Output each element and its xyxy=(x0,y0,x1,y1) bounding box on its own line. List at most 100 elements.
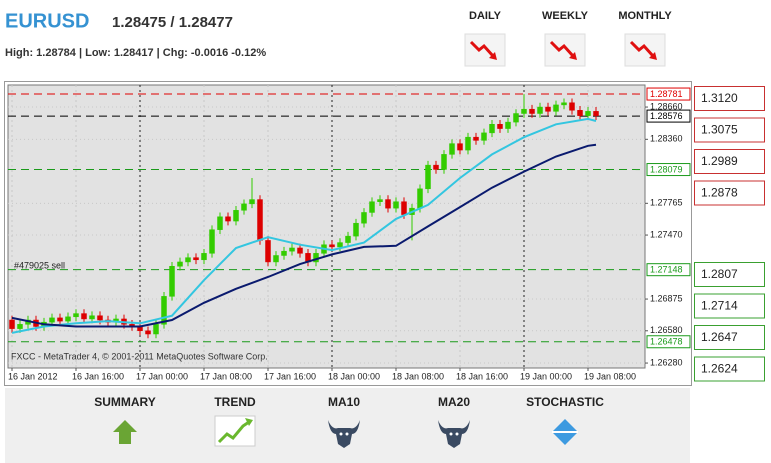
level-box xyxy=(646,163,691,177)
candle-body xyxy=(489,124,495,134)
x-tick-label: 18 Jan 08:00 xyxy=(392,371,444,381)
candle-body xyxy=(433,164,439,170)
candle-body xyxy=(401,201,407,215)
level-box xyxy=(646,263,691,277)
summary-icon xyxy=(113,420,137,444)
candle-body xyxy=(457,143,463,151)
indicators: SUMMARY TREND MA10 MA20 STOCHASTIC xyxy=(94,395,604,409)
candle-body xyxy=(9,319,15,329)
stochastic-icon xyxy=(552,419,578,445)
x-tick-label: 19 Jan 08:00 xyxy=(584,371,636,381)
candle-body xyxy=(209,229,215,254)
period-label: WEEKLY xyxy=(542,10,589,22)
y-tick-label: 1.27765 xyxy=(650,198,683,208)
support-value: 1.2647 xyxy=(701,330,738,344)
level-label: 1.28576 xyxy=(650,111,683,121)
quote: 1.28475 / 1.28477 xyxy=(112,14,233,31)
candle-body xyxy=(161,296,167,325)
candle-body xyxy=(281,250,287,256)
candle-body xyxy=(345,235,351,243)
candle-body xyxy=(497,124,503,129)
candle-body xyxy=(217,216,223,230)
candle-body xyxy=(441,154,447,170)
candle-body xyxy=(529,108,535,114)
watermark: FXCC - MetaTrader 4, © 2001-2011 MetaQuo… xyxy=(11,351,268,361)
candle-body xyxy=(505,121,511,129)
candle-body xyxy=(241,203,247,211)
candle-body xyxy=(377,199,383,202)
support-box xyxy=(694,293,765,319)
candle-body xyxy=(569,102,575,111)
bull-icon xyxy=(328,420,360,448)
candle-body xyxy=(193,257,199,261)
stats: High: 1.28784 | Low: 1.28417 | Chg: -0.0… xyxy=(5,47,266,59)
x-tick-label: 17 Jan 16:00 xyxy=(264,371,316,381)
candle-body xyxy=(185,257,191,263)
level-box xyxy=(646,87,691,101)
level-box xyxy=(646,109,691,123)
support-box xyxy=(694,356,765,382)
annotation: #479025 sell xyxy=(14,260,65,270)
x-tick-label: 18 Jan 00:00 xyxy=(328,371,380,381)
trend-icon xyxy=(214,415,256,447)
candle-body xyxy=(297,247,303,254)
candle-body xyxy=(17,324,23,329)
period-icon xyxy=(624,33,666,67)
bull-icon xyxy=(438,420,470,448)
candle-body xyxy=(553,104,559,112)
candle-body xyxy=(57,317,63,322)
candle-body xyxy=(97,315,103,321)
levels-panel: 1.3120 1.3075 1.2989 1.2878 1.2807 1.2714 1.26… xyxy=(694,86,765,382)
resistance-value: 1.2878 xyxy=(701,186,738,200)
period-label: MONTHLY xyxy=(618,10,672,22)
candle-body xyxy=(537,106,543,114)
resistance-box xyxy=(694,86,765,111)
candle-body xyxy=(249,199,255,205)
candle-body xyxy=(449,143,455,155)
candle-body xyxy=(369,201,375,213)
indicator-bar xyxy=(5,388,690,463)
candle-body xyxy=(153,324,159,335)
candle-body xyxy=(73,313,79,318)
candle-body xyxy=(513,113,519,123)
candle-body xyxy=(289,247,295,252)
candle-body xyxy=(201,253,207,261)
candle-body xyxy=(65,316,71,322)
candle-body xyxy=(265,240,271,263)
candle-body xyxy=(521,108,527,114)
level-label: 1.27148 xyxy=(650,265,683,275)
candle-body xyxy=(169,265,175,297)
indicator-label: MA20 xyxy=(438,395,470,409)
y-tick-label: 1.26875 xyxy=(650,293,683,303)
ma-line xyxy=(11,143,597,328)
candle-body xyxy=(257,199,263,241)
candle-body xyxy=(593,111,599,116)
candle-body xyxy=(385,199,391,209)
candle-body xyxy=(329,244,335,248)
x-tick-label: 17 Jan 00:00 xyxy=(136,371,188,381)
candle-body xyxy=(481,132,487,141)
candle-body xyxy=(465,136,471,151)
candle-body xyxy=(81,313,87,320)
candle-body xyxy=(145,330,151,335)
resistance-box xyxy=(694,180,765,206)
candle-body xyxy=(273,255,279,263)
period-icon xyxy=(544,33,586,67)
level-label: 1.26478 xyxy=(650,337,683,347)
level-label: 1.28079 xyxy=(650,164,683,174)
candle-body xyxy=(233,210,239,222)
candle-body xyxy=(361,212,367,224)
period-label: DAILY xyxy=(469,10,502,22)
support-box xyxy=(694,262,765,287)
x-tick-label: 19 Jan 00:00 xyxy=(520,371,572,381)
support-value: 1.2807 xyxy=(701,267,738,281)
level-label: 1.28781 xyxy=(650,89,683,99)
plot: 1.28660 1.28360 1.27765 1.27470 1.26875 1.265… xyxy=(8,85,691,381)
y-tick-label: 1.26280 xyxy=(650,357,683,367)
x-tick-label: 16 Jan 2012 xyxy=(8,371,58,381)
ma-line xyxy=(11,117,597,334)
support-box xyxy=(694,325,765,350)
resistance-value: 1.2989 xyxy=(701,154,738,168)
y-tick-label: 1.27470 xyxy=(650,229,683,239)
